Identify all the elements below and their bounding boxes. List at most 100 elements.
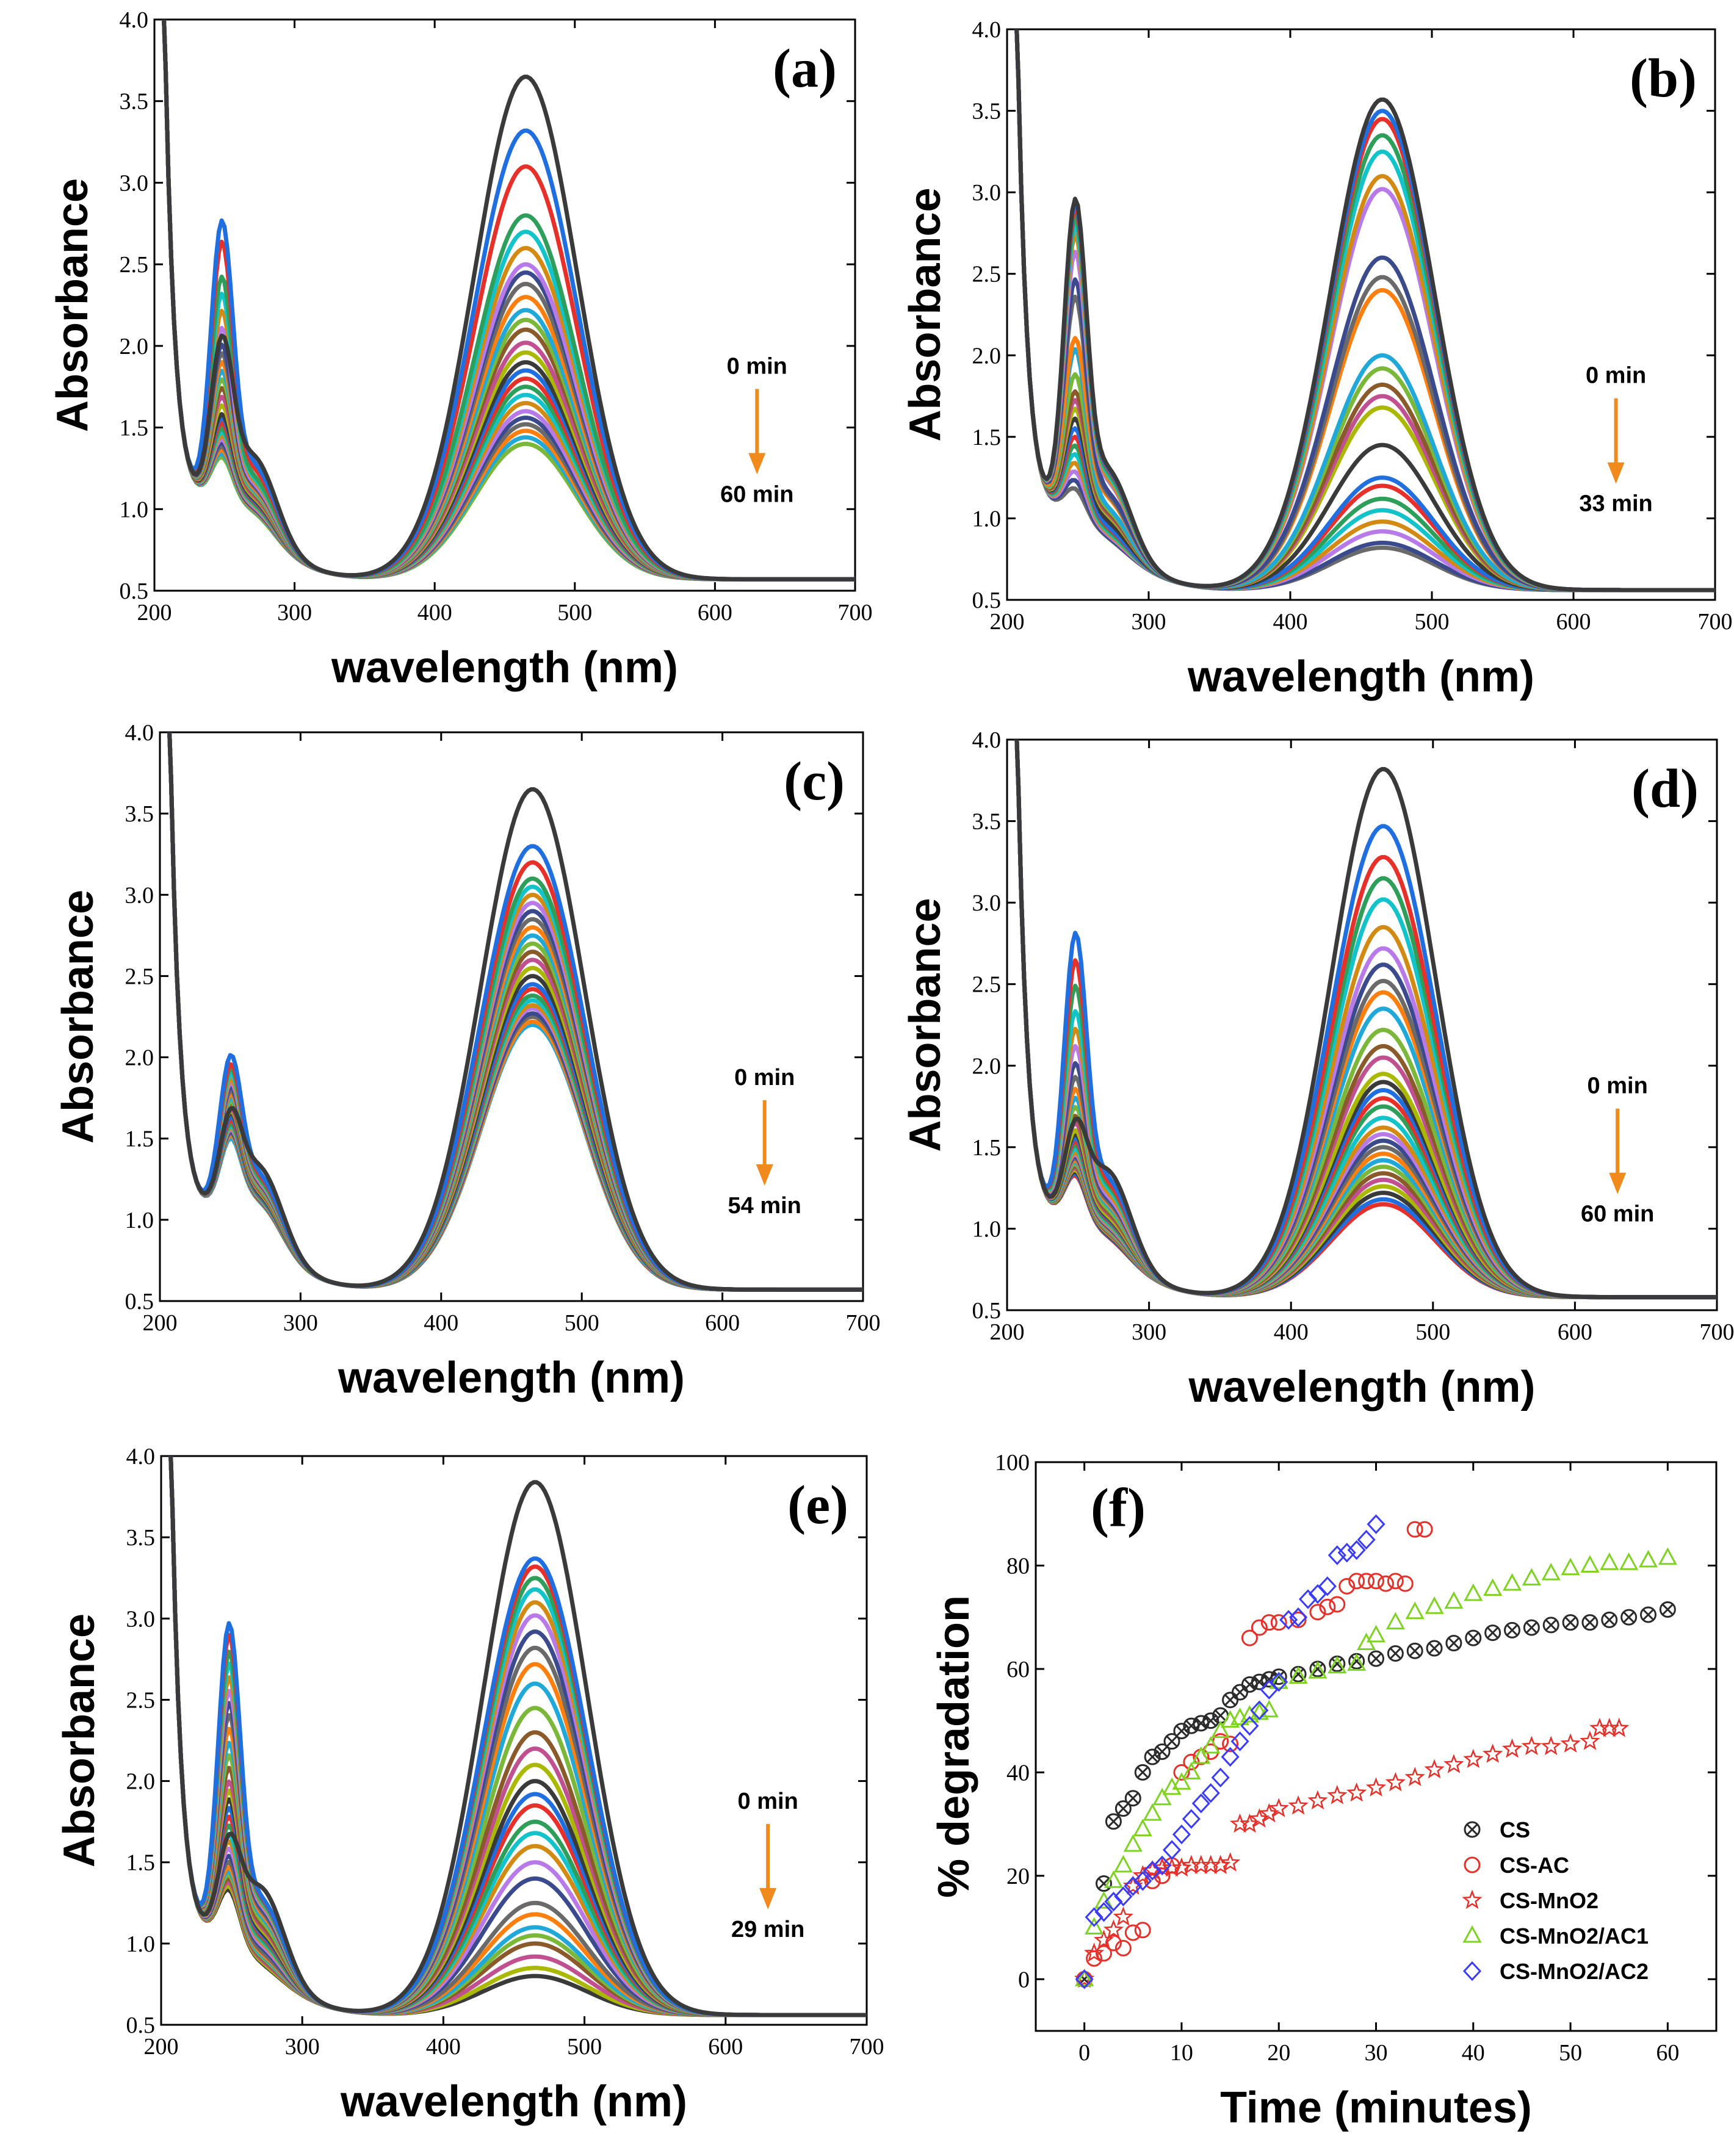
data-point — [1659, 1601, 1676, 1618]
y-tick-label: 4.0 — [120, 7, 149, 33]
x-tick-label: 40 — [1462, 2040, 1485, 2066]
panel-f: 0 10 20 30 40 50 60 0 20 40 60 80 100 Time (minutes)%… — [930, 1450, 1718, 2132]
panel-b: 200 300 400 500 600 700 0.5 1.0 1.5 2.0 2.5 3.0 3.5 4… — [901, 17, 1733, 701]
data-point — [1124, 1876, 1143, 1896]
y-tick-label: 3.5 — [972, 99, 1002, 124]
plot-frame-e — [160, 1455, 868, 2026]
data-point-x — [1215, 1710, 1226, 1722]
legend-marker — [1464, 1821, 1481, 1838]
legend-label: CS-MnO2/AC1 — [1500, 1923, 1649, 1949]
spectra-group — [168, 1456, 867, 2017]
spectra-group — [162, 20, 855, 582]
data-point — [1600, 1552, 1619, 1570]
spectrum-line — [167, 732, 863, 1292]
data-point — [1562, 1614, 1579, 1631]
data-point-ring — [1134, 1764, 1151, 1781]
x-tick-label: 500 — [1415, 609, 1450, 635]
x-tick-label: 500 — [567, 2034, 602, 2060]
x-tick-label: 700 — [1698, 609, 1733, 635]
data-point — [1580, 1731, 1600, 1750]
y-tick-label: 2.5 — [120, 252, 149, 278]
data-point — [1406, 1521, 1423, 1538]
data-point — [1406, 1642, 1423, 1659]
data-point — [1096, 1875, 1112, 1892]
data-point — [1230, 1731, 1249, 1751]
y-tick-label: 20 — [1006, 1864, 1030, 1889]
data-point — [1338, 1577, 1356, 1595]
y-tick-label: 1.5 — [120, 416, 149, 441]
data-point-ring — [1659, 1601, 1676, 1618]
data-point — [1328, 1656, 1347, 1674]
data-point — [1085, 1907, 1104, 1927]
data-point — [1365, 1777, 1387, 1797]
x-tick-label: 600 — [708, 2034, 743, 2060]
data-point — [1219, 1852, 1241, 1872]
x-tick-label: 200 — [144, 2034, 179, 2060]
x-tick-label: 600 — [698, 600, 732, 626]
y-tick-label: 80 — [1006, 1553, 1030, 1579]
data-point-x — [1526, 1622, 1537, 1634]
data-point — [1133, 1871, 1152, 1891]
spectrum-line — [1014, 29, 1715, 593]
data-point — [1171, 1857, 1192, 1877]
data-point-ring — [1368, 1650, 1384, 1667]
data-point — [1094, 1902, 1113, 1922]
data-point — [1114, 1800, 1132, 1817]
y-tick-label: 2.0 — [972, 343, 1002, 369]
data-point — [1298, 1589, 1318, 1609]
data-point — [1463, 1748, 1484, 1768]
data-point — [1416, 1521, 1433, 1538]
data-point — [1640, 1606, 1656, 1623]
y-axis-label: % degradation — [930, 1595, 978, 1898]
time-start-label: 0 min — [738, 1789, 798, 1814]
data-point — [1182, 1762, 1201, 1779]
panel-label: (d) — [1631, 759, 1699, 819]
panel-e: 200 300 400 500 600 700 0.5 1.0 1.5 2.0 2.5 3.0 3.5 4… — [55, 1444, 884, 2126]
time-end-label: 33 min — [1579, 491, 1652, 517]
data-point — [1482, 1743, 1503, 1763]
y-tick-label: 0.5 — [972, 1298, 1002, 1324]
y-tick-label: 40 — [1006, 1760, 1030, 1786]
data-point — [1191, 1746, 1211, 1764]
data-point — [1241, 1676, 1258, 1693]
data-point — [1153, 1855, 1172, 1876]
data-point — [1211, 1767, 1230, 1788]
data-point — [1133, 1819, 1152, 1837]
data-point — [1105, 1813, 1122, 1830]
plot-frame-a — [153, 18, 856, 592]
data-point-x — [1166, 1736, 1178, 1747]
x-tick-label: 50 — [1559, 2040, 1582, 2066]
y-tick-label: 60 — [1006, 1657, 1030, 1682]
data-point — [1443, 1754, 1464, 1773]
data-point-ring — [1387, 1645, 1404, 1662]
time-start-label: 0 min — [1588, 1073, 1648, 1099]
data-point — [1210, 1855, 1231, 1875]
data-point — [1609, 1717, 1630, 1737]
x-tick-label: 0 — [1078, 2040, 1090, 2066]
data-point — [1114, 1886, 1133, 1906]
y-axis-label: Absorbance — [48, 178, 97, 432]
x-axis-label: wavelength (nm) — [340, 2077, 687, 2126]
data-point-x — [1603, 1614, 1615, 1626]
data-point-x — [1293, 1668, 1304, 1680]
panel-a: 200 300 400 500 600 700 0.5 1.0 1.5 2.0 2.5 3.0 3.5 4… — [48, 7, 873, 692]
x-tick-label: 700 — [1700, 1319, 1734, 1345]
data-point-x — [1137, 1767, 1149, 1778]
x-axis-label: wavelength (nm) — [1187, 652, 1534, 701]
data-point — [1368, 1573, 1384, 1590]
data-point — [1270, 1614, 1287, 1631]
data-point — [1201, 1736, 1221, 1754]
x-axis-label: wavelength (nm) — [338, 1354, 685, 1402]
data-point-ring — [1426, 1640, 1443, 1657]
data-point — [1086, 1950, 1103, 1967]
data-point — [1328, 1545, 1346, 1565]
time-start-label: 0 min — [1586, 363, 1646, 389]
legend-marker-ring — [1464, 1821, 1481, 1838]
data-point-x — [1108, 1815, 1119, 1827]
y-tick-label: 3.0 — [126, 1606, 156, 1632]
data-point — [1232, 1684, 1248, 1701]
data-point — [1260, 1614, 1277, 1631]
panel-label: (e) — [787, 1475, 848, 1535]
data-point — [1172, 1772, 1191, 1790]
